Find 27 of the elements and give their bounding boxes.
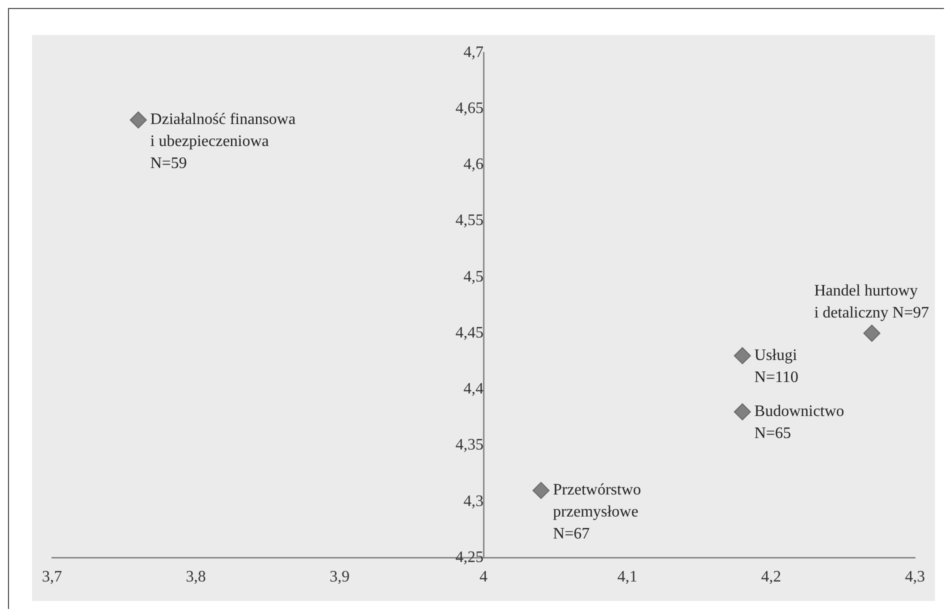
annotation: Handel hurtowy i detaliczny N=97	[814, 282, 929, 322]
annotation: Usługi N=110	[754, 346, 798, 386]
point	[532, 482, 550, 499]
y-tick-label: 4,35	[456, 436, 484, 454]
point	[130, 111, 147, 128]
y-tick-label: 4,7	[464, 44, 484, 61]
y-tick-label: 4,65	[456, 100, 484, 117]
x-tick-label: 3,7	[42, 568, 62, 586]
x-tick-label: 4	[480, 568, 488, 586]
annotation: Przetwórstwo przemysłowe N=67	[553, 482, 642, 543]
y-tick-label: 4,3	[464, 492, 484, 510]
point	[863, 324, 880, 342]
point	[734, 347, 751, 364]
x-tick-label: 4,2	[761, 568, 782, 586]
annotation: Działalność finansowa i ubezpieczeniowa N=59	[150, 111, 296, 172]
y-tick-label: 4,25	[456, 549, 484, 566]
y-tick-label: 4,5	[464, 268, 484, 286]
x-tick-label: 4,3	[905, 568, 925, 586]
x-tick-label: 4,1	[617, 568, 638, 586]
annotation: Budownictwo N=65	[754, 403, 844, 442]
point	[734, 403, 751, 420]
y-tick-label: 4,6	[464, 156, 484, 174]
x-tick-label: 3,9	[330, 568, 350, 586]
y-tick-label: 4,45	[456, 324, 484, 342]
x-tick-label: 3,8	[186, 568, 206, 586]
y-tick-label: 4,55	[456, 212, 484, 230]
y-tick-label: 4,4	[464, 380, 484, 398]
